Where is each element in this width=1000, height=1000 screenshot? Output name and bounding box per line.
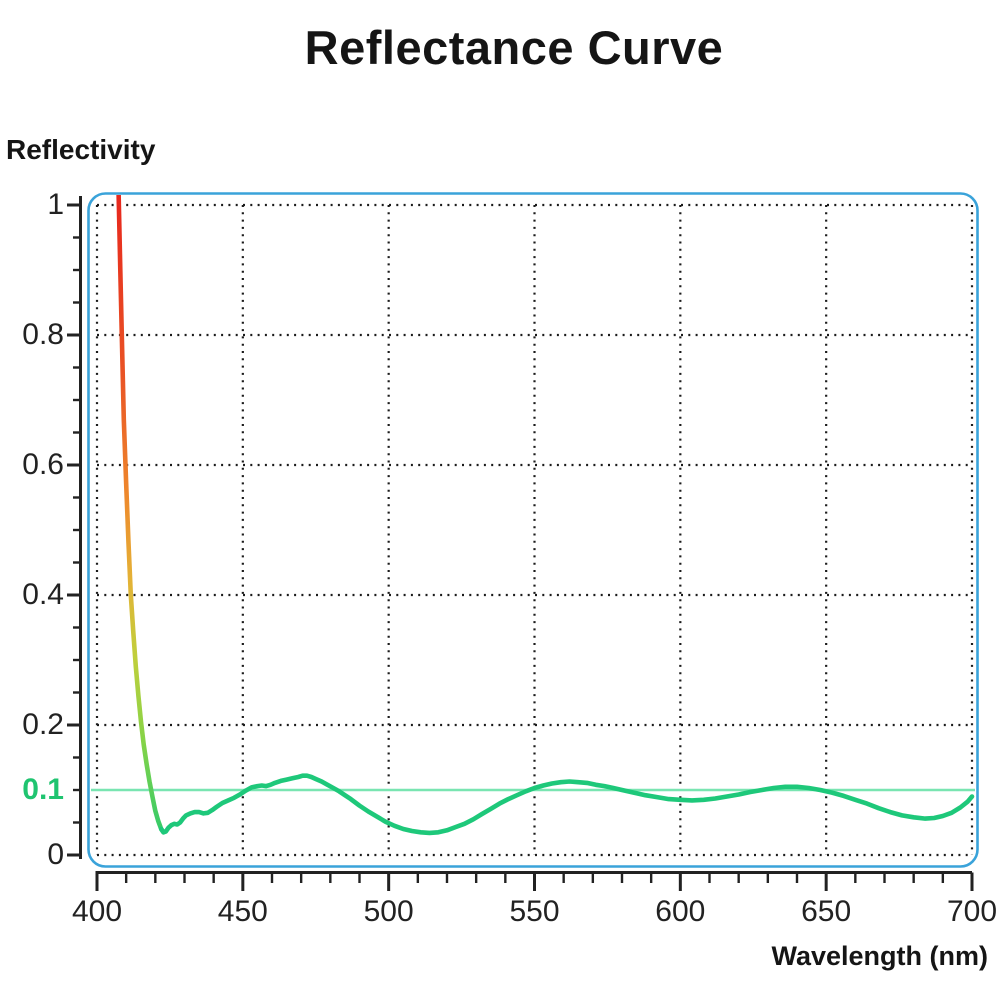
y-tick-label-highlight-0p1: 0.1 bbox=[22, 773, 64, 806]
x-tick-label-650: 650 bbox=[801, 895, 852, 928]
x-tick-label-550: 550 bbox=[509, 895, 560, 928]
y-tick-label-0.4: 0.4 bbox=[22, 578, 64, 611]
x-tick-label-500: 500 bbox=[363, 895, 414, 928]
x-tick-label-450: 450 bbox=[217, 895, 268, 928]
y-tick-label-0.2: 0.2 bbox=[22, 708, 64, 741]
y-tick-label-0.6: 0.6 bbox=[22, 448, 64, 481]
x-tick-label-400: 400 bbox=[71, 895, 123, 928]
x-tick-label-600: 600 bbox=[655, 895, 706, 928]
y-tick-label-1: 1 bbox=[47, 188, 64, 221]
reflectance-curve-uv-falloff bbox=[115, 195, 166, 835]
y-tick-label-0: 0 bbox=[47, 838, 64, 871]
reflectance-curve-visible bbox=[158, 773, 975, 836]
chart-title: Reflectance Curve bbox=[304, 21, 724, 74]
x-axis-title: Wavelength (nm) bbox=[771, 941, 988, 971]
x-tick-label-700: 700 bbox=[946, 895, 998, 928]
y-axis-title: Reflectivity bbox=[6, 134, 156, 165]
y-tick-label-0.8: 0.8 bbox=[22, 318, 64, 351]
plot-border bbox=[87, 192, 979, 868]
